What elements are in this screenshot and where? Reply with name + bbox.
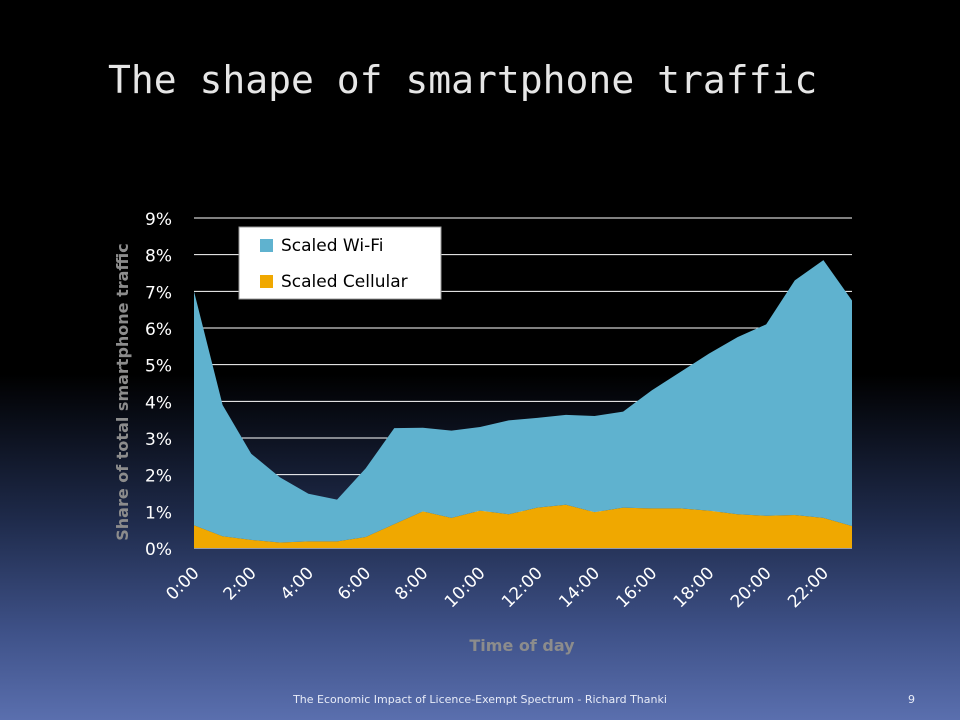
- x-tick-label: 20:00: [727, 563, 776, 612]
- x-axis-label: Time of day: [469, 636, 575, 655]
- legend-swatch: [260, 239, 273, 252]
- area-scaled-cellular: [194, 504, 852, 548]
- x-tick-label: 2:00: [220, 563, 261, 604]
- x-tick-label: 4:00: [277, 563, 318, 604]
- area-series: [194, 260, 852, 548]
- y-tick-label: 8%: [145, 247, 172, 267]
- x-tick-label: 0:00: [162, 563, 203, 604]
- y-tick-label: 3%: [145, 430, 172, 450]
- y-tick-label: 6%: [145, 320, 172, 340]
- legend-label: Scaled Wi-Fi: [281, 236, 384, 256]
- legend-label: Scaled Cellular: [281, 272, 408, 292]
- x-tick-label: 18:00: [670, 563, 719, 612]
- legend: Scaled Wi-Fi Scaled Cellular: [238, 226, 442, 300]
- y-tick-label: 4%: [145, 393, 172, 413]
- y-tick-label: 2%: [145, 467, 172, 487]
- page-number: 9: [908, 693, 915, 706]
- x-tick-label: 12:00: [498, 563, 547, 612]
- slide-footer: The Economic Impact of Licence-Exempt Sp…: [293, 693, 667, 706]
- x-tick-label: 10:00: [441, 563, 490, 612]
- y-tick-label: 5%: [145, 357, 172, 377]
- y-tick-label: 1%: [145, 503, 172, 523]
- y-tick-label: 9%: [145, 210, 172, 230]
- x-tick-label: 8:00: [391, 563, 432, 604]
- y-tick-label: 7%: [145, 283, 172, 303]
- y-axis-label: Share of total smartphone traffic: [113, 243, 132, 541]
- x-tick-label: 14:00: [555, 563, 604, 612]
- y-tick-label: 0%: [145, 540, 172, 560]
- x-axis: 0:00 2:00 4:00 6:00 8:00 10:00 12:00 14:00 16:00…: [162, 563, 833, 612]
- y-axis: 0% 1% 2% 3% 4% 5% 6% 7% 8% 9%: [145, 210, 172, 560]
- x-tick-label: 22:00: [784, 563, 833, 612]
- area-scaled-wi-fi: [194, 260, 852, 543]
- legend-swatch: [260, 275, 273, 288]
- x-tick-label: 16:00: [612, 563, 661, 612]
- x-tick-label: 6:00: [334, 563, 375, 604]
- slide-title: The shape of smartphone traffic: [108, 58, 818, 102]
